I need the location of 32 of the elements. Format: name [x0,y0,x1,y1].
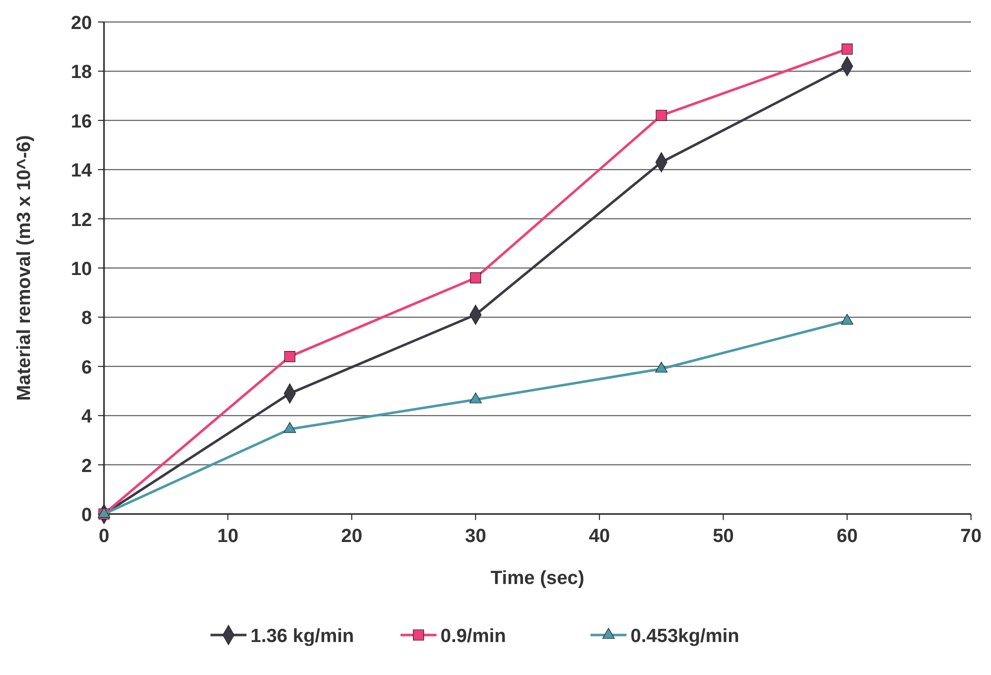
x-tick-label: 30 [465,526,486,547]
point [284,422,296,433]
point [655,362,668,373]
y-tick-label: 6 [81,357,92,378]
point [842,44,853,55]
y-tick-label: 8 [81,308,92,330]
x-tick-label: 60 [836,526,858,547]
y-tick-label: 2 [81,456,92,477]
y-tick-label: 4 [81,406,92,428]
x-tick-label: 70 [960,526,982,547]
point [656,110,667,122]
x-tick-label: 40 [588,526,610,547]
y-tick-label: 20 [70,13,92,34]
x-tick-label: 0 [98,526,110,547]
point [840,314,854,325]
y-tick-label: 18 [70,62,92,84]
x-tick-label: 50 [712,526,734,547]
x-tick-label: 20 [341,526,362,547]
x-axis-title: Time (sec) [490,568,584,589]
y-tick-label: 0 [81,505,92,526]
y-tick-label: 10 [70,259,92,280]
y-tick-label: 14 [70,160,92,182]
legend-label: 0.453kg/min [630,626,740,647]
legend-label: 0.9/min [440,626,506,647]
point [469,392,482,404]
point [470,272,482,284]
point [284,351,296,362]
y-axis-title: Material removal (m3 x 10^-6) [14,135,35,401]
x-tick-label: 10 [217,526,238,547]
y-tick-label: 12 [70,210,92,231]
y-tick-label: 16 [70,111,92,132]
legend-label: 1.36 kg/min [250,626,354,647]
